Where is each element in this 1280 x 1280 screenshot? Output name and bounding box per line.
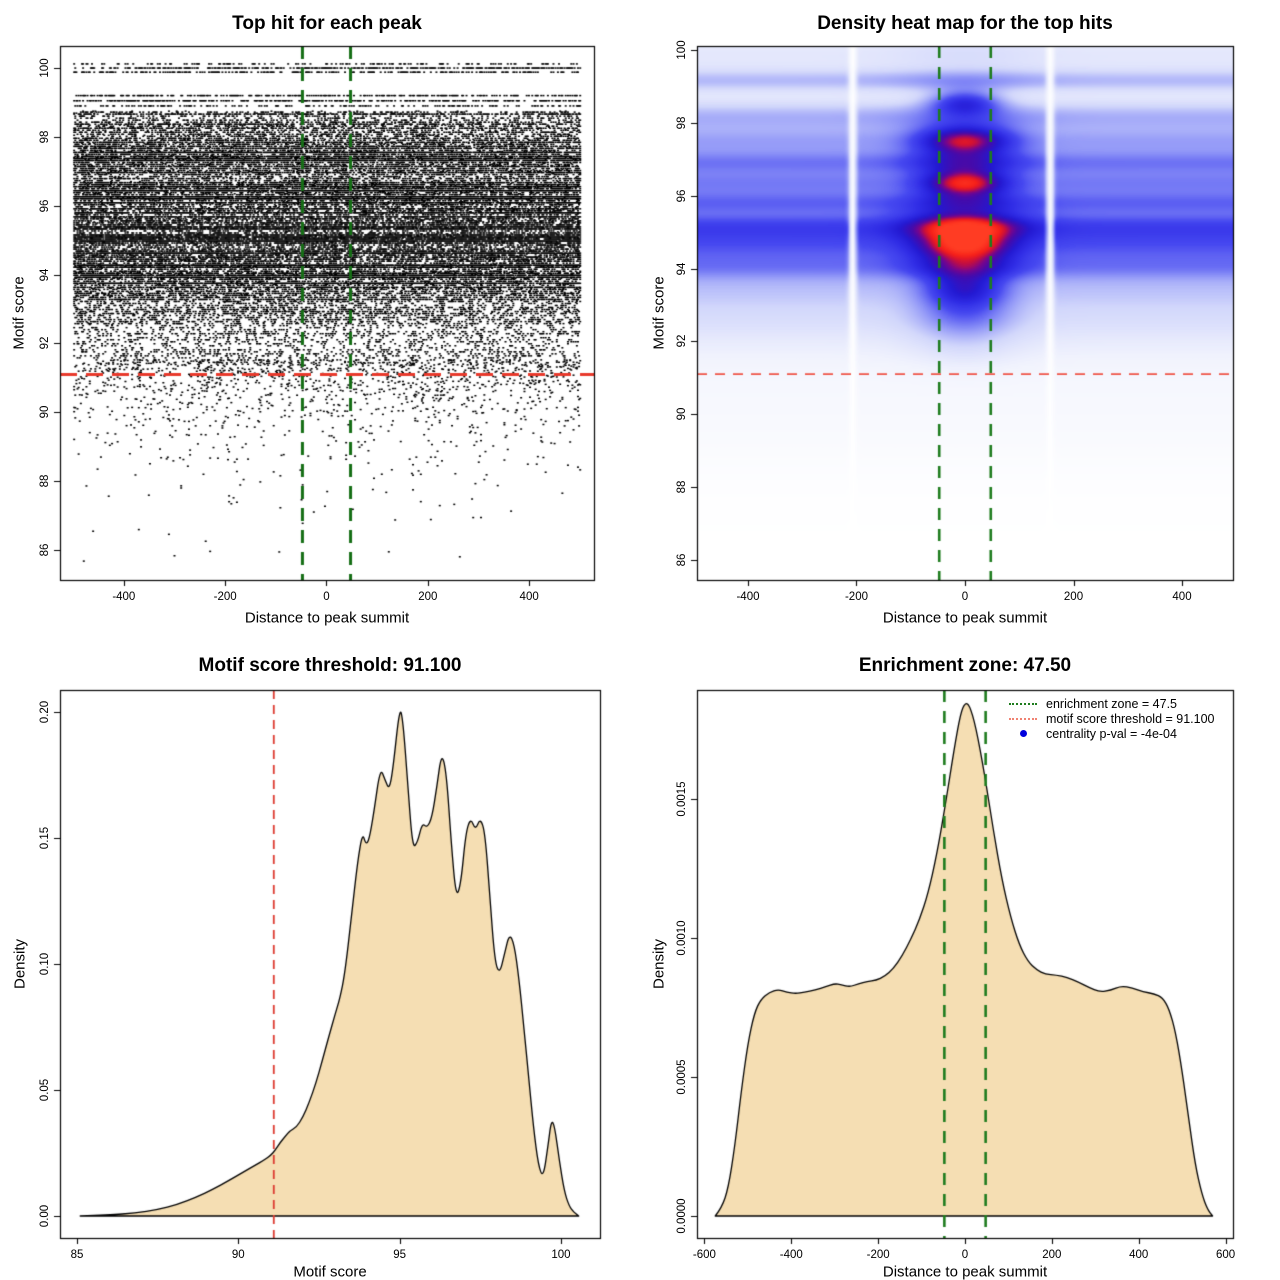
y-tick-label: 86 xyxy=(39,543,51,557)
legend-item-enrichment-zone: enrichment zone = 47.5 xyxy=(1008,696,1215,711)
x-tick-label: 200 xyxy=(1042,1249,1062,1261)
x-tick-label: -400 xyxy=(736,591,760,603)
legend-item-centrality: centrality p-val = -4e-04 xyxy=(1008,726,1215,741)
x-axis-label: Distance to peak summit xyxy=(882,1263,1048,1280)
x-tick-label: 100 xyxy=(551,1249,571,1261)
y-tick-label: 90 xyxy=(676,407,688,421)
y-tick-label: 98 xyxy=(39,130,51,144)
y-tick-label: 88 xyxy=(39,474,51,488)
y-tick-label: 100 xyxy=(39,58,51,78)
y-axis-label: Density xyxy=(650,938,668,990)
x-tick-label: 0 xyxy=(961,1249,969,1261)
dot-icon xyxy=(1008,730,1038,737)
y-tick-label: 90 xyxy=(39,405,51,419)
y-tick-label: 0.00 xyxy=(39,1204,51,1228)
y-axis-label: Density xyxy=(11,938,29,990)
x-tick-label: 600 xyxy=(1216,1249,1236,1261)
y-tick-label: 0.10 xyxy=(39,952,51,976)
y-tick-label: 96 xyxy=(676,189,688,203)
y-tick-label: 86 xyxy=(676,553,688,567)
y-tick-label: 88 xyxy=(676,480,688,494)
x-tick-label: 0 xyxy=(323,591,330,603)
y-tick-label: 92 xyxy=(39,337,51,350)
legend-item-threshold: motif score threshold = 91.100 xyxy=(1008,711,1215,726)
dotted-line-icon xyxy=(1008,717,1038,720)
legend-label: enrichment zone = 47.5 xyxy=(1046,696,1177,711)
x-tick-label: 90 xyxy=(231,1249,245,1261)
y-tick-label: 0.0015 xyxy=(676,781,688,817)
x-tick-label: 85 xyxy=(70,1249,84,1261)
y-tick-label: 0.05 xyxy=(39,1078,51,1102)
x-tick-label: -200 xyxy=(844,591,868,603)
x-tick-label: -200 xyxy=(866,1249,890,1261)
x-axis-label: Distance to peak summit xyxy=(882,609,1048,627)
x-tick-label: -400 xyxy=(112,591,136,603)
y-tick-label: 98 xyxy=(676,116,688,130)
dotted-line-icon xyxy=(1008,702,1038,705)
y-tick-label: 96 xyxy=(39,199,51,213)
y-tick-label: 0.0005 xyxy=(676,1059,688,1095)
x-tick-label: 400 xyxy=(1129,1249,1149,1261)
page-title: Enrichment zone: 47.50 xyxy=(858,655,1072,676)
legend-label: motif score threshold = 91.100 xyxy=(1046,711,1215,726)
y-axis-label: Motif score xyxy=(650,276,668,350)
x-axis-label: Motif score xyxy=(293,1263,367,1280)
legend: enrichment zone = 47.5 motif score thres… xyxy=(1008,696,1215,741)
x-tick-label: 400 xyxy=(1172,591,1192,603)
y-tick-label: 0.0000 xyxy=(676,1198,688,1234)
y-axis-label: Motif score xyxy=(10,276,28,350)
x-tick-label: -400 xyxy=(779,1249,803,1261)
x-tick-label: -200 xyxy=(213,591,237,603)
y-tick-label: 0.20 xyxy=(39,700,51,724)
x-tick-label: -600 xyxy=(692,1249,716,1261)
x-tick-label: 400 xyxy=(519,591,539,603)
x-axis-label: Distance to peak summit xyxy=(244,609,410,627)
x-tick-label: 95 xyxy=(393,1249,407,1261)
y-tick-label: 100 xyxy=(676,40,688,60)
x-tick-label: 200 xyxy=(418,591,438,603)
y-tick-label: 94 xyxy=(39,268,51,281)
page-title: Density heat map for the top hits xyxy=(817,13,1113,34)
page-title: Motif score threshold: 91.100 xyxy=(198,655,462,676)
y-tick-label: 0.15 xyxy=(39,826,51,850)
x-tick-label: 200 xyxy=(1063,591,1084,603)
y-tick-label: 0.0010 xyxy=(676,920,688,956)
y-tick-label: 92 xyxy=(676,335,688,348)
x-tick-label: 0 xyxy=(961,591,969,603)
legend-label: centrality p-val = -4e-04 xyxy=(1046,726,1177,741)
page-title: Top hit for each peak xyxy=(232,13,422,34)
y-tick-label: 94 xyxy=(676,262,688,275)
